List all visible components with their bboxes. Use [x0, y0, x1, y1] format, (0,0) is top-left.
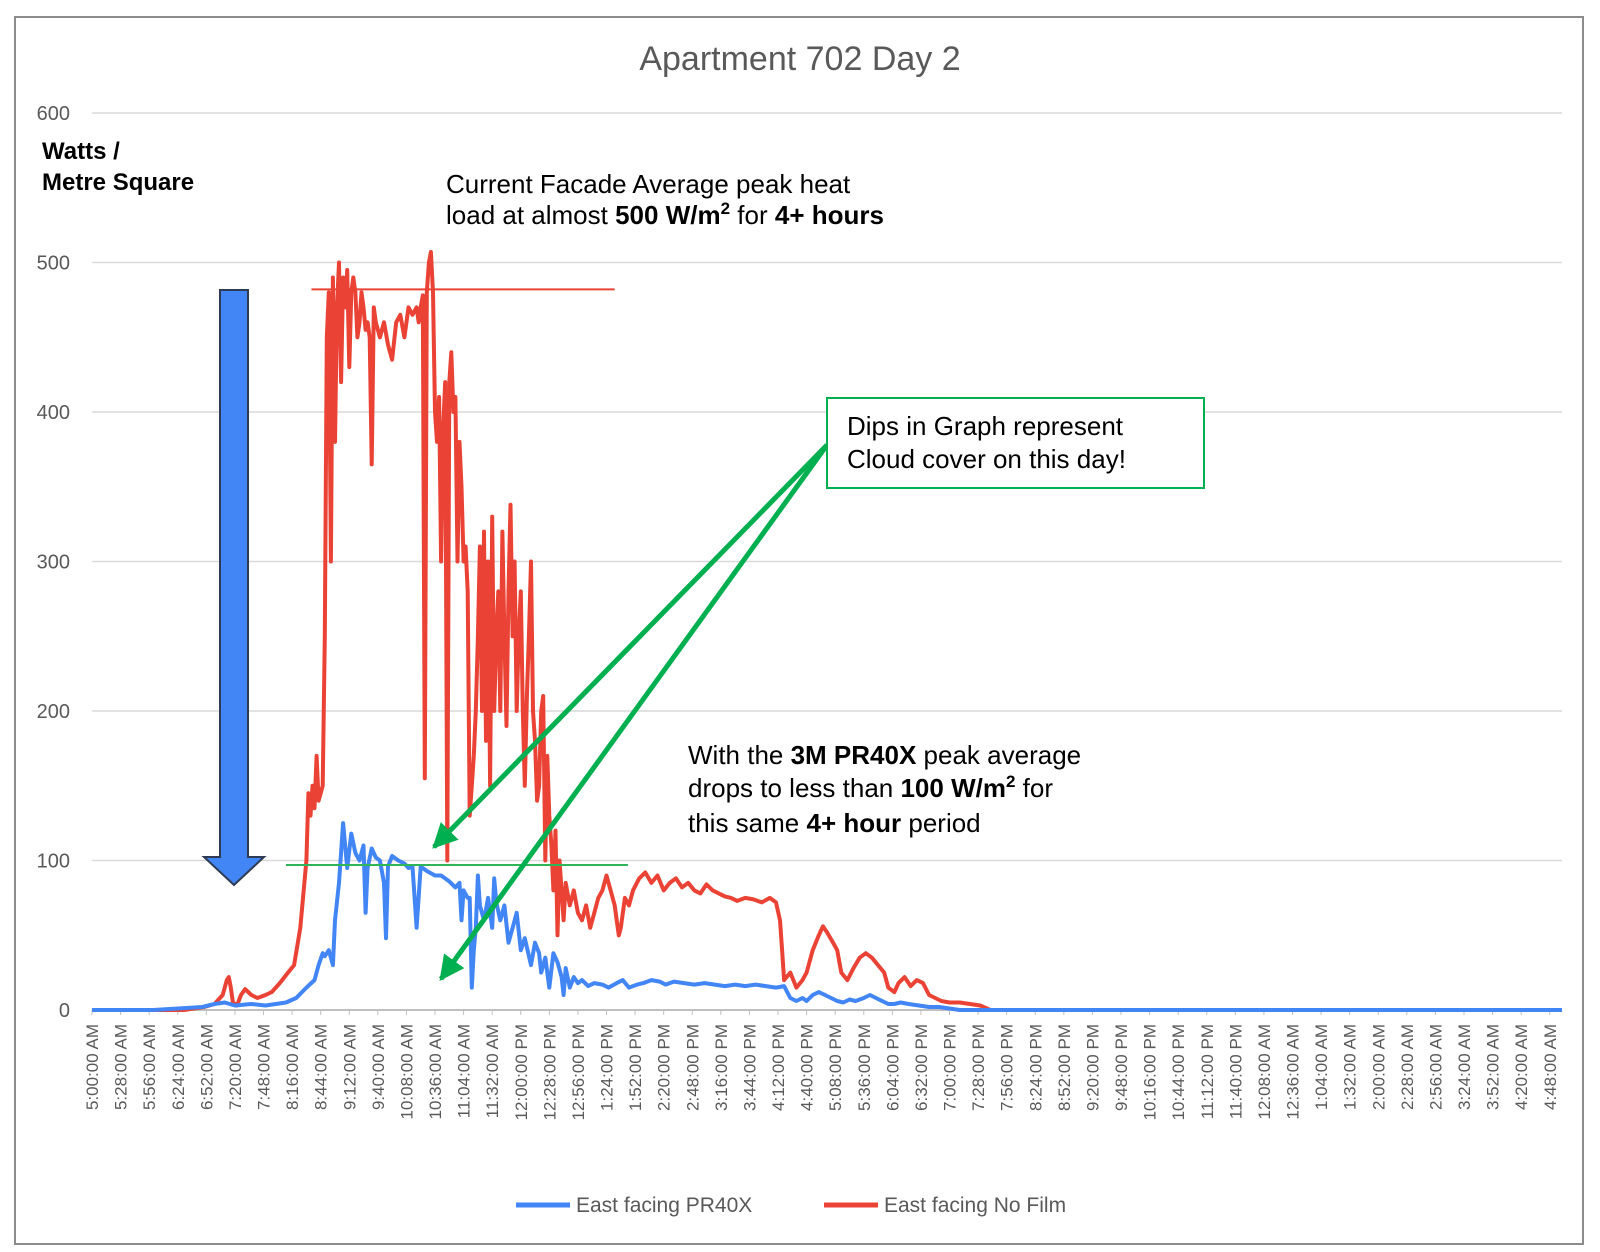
reference-lines	[285, 288, 628, 866]
y-axis-label-line-2: Metre Square	[42, 169, 194, 196]
x-tick-label: 5:28:00 AM	[112, 1024, 131, 1110]
x-tick-label: 5:56:00 AM	[140, 1024, 159, 1110]
cloud-pointer-arrow-2	[438, 443, 830, 982]
x-tick-label: 10:36:00 AM	[426, 1024, 445, 1119]
film-note-line-2: drops to less than 100 W/m2 for	[688, 772, 1053, 803]
x-tick-label: 4:20:00 AM	[1512, 1024, 1531, 1110]
x-tick-label: 9:48:00 PM	[1112, 1024, 1131, 1111]
chart-border	[14, 16, 1584, 1245]
film-note-1a: With the	[688, 740, 791, 770]
x-axis-ticks: 5:00:00 AM 5:28:00 AM 5:56:00 AM 6:24:00 AM…	[83, 1010, 1560, 1120]
x-tick-label: 2:00:00 AM	[1369, 1024, 1388, 1110]
x-tick-label: 10:08:00 AM	[397, 1024, 416, 1119]
x-tick-label: 1:52:00 PM	[626, 1024, 645, 1111]
x-tick-label: 7:56:00 PM	[998, 1024, 1017, 1111]
y-tick-label: 100	[37, 851, 70, 873]
x-tick-label: 8:24:00 PM	[1026, 1024, 1045, 1111]
cloud-note-line-2: Cloud cover on this day!	[847, 444, 1126, 474]
x-tick-label: 2:48:00 PM	[683, 1024, 702, 1111]
film-note-3c: period	[901, 808, 981, 838]
x-tick-label: 11:12:00 PM	[1198, 1024, 1217, 1119]
facade-note-2c: for	[730, 200, 775, 230]
facade-note-line-2: load at almost 500 W/m2 for 4+ hours	[446, 199, 884, 230]
y-tick-label: 0	[59, 1000, 70, 1022]
x-tick-label: 2:20:00 PM	[655, 1024, 674, 1111]
x-tick-label: 2:56:00 AM	[1426, 1024, 1445, 1110]
down-arrow-icon	[201, 289, 267, 887]
film-note-2sup: 2	[1006, 772, 1015, 791]
cloud-note-box	[826, 397, 1205, 489]
x-tick-label: 9:12:00 AM	[340, 1024, 359, 1110]
y-tick-label: 500	[37, 253, 70, 275]
x-tick-label: 9:40:00 AM	[369, 1024, 388, 1110]
x-tick-label: 12:36:00 AM	[1284, 1024, 1303, 1119]
film-note-line-3: this same 4+ hour period	[688, 808, 981, 838]
film-note-1b: 3M PR40X	[791, 740, 917, 770]
film-note-2a: drops to less than	[688, 773, 900, 803]
x-tick-label: 12:28:00 PM	[540, 1024, 559, 1120]
series-line-pr40x	[92, 821, 1562, 1012]
y-axis-ticks: 0 100 200 300 400 500 600	[37, 103, 70, 1022]
x-tick-label: 8:16:00 AM	[283, 1024, 302, 1110]
x-tick-label: 7:20:00 AM	[226, 1024, 245, 1110]
cloud-note-line-1: Dips in Graph represent	[847, 411, 1124, 441]
x-tick-label: 4:40:00 PM	[798, 1024, 817, 1111]
x-tick-label: 9:20:00 PM	[1083, 1024, 1102, 1111]
x-tick-label: 6:32:00 PM	[912, 1024, 931, 1111]
facade-note-2a: load at almost	[446, 200, 615, 230]
x-tick-label: 11:32:00 AM	[483, 1024, 502, 1118]
film-note-1c: peak average	[916, 740, 1081, 770]
x-tick-label: 7:48:00 AM	[255, 1024, 274, 1110]
x-tick-label: 5:00:00 AM	[83, 1024, 102, 1110]
facade-note-2sup: 2	[721, 199, 730, 218]
x-tick-label: 12:00:00 PM	[512, 1024, 531, 1120]
x-tick-label: 3:52:00 AM	[1484, 1024, 1503, 1110]
x-tick-label: 11:04:00 AM	[455, 1024, 474, 1118]
x-tick-label: 6:24:00 AM	[169, 1024, 188, 1110]
series-layer	[92, 250, 1562, 1012]
y-tick-label: 400	[37, 402, 70, 424]
x-tick-label: 1:24:00 PM	[598, 1024, 617, 1111]
facade-note-2d: 4+ hours	[775, 200, 884, 230]
film-note-line-1: With the 3M PR40X peak average	[688, 740, 1081, 770]
x-tick-label: 6:04:00 PM	[883, 1024, 902, 1111]
film-note-3b: 4+ hour	[807, 808, 902, 838]
y-tick-label: 600	[37, 103, 70, 125]
series-line-no-film	[92, 250, 1562, 1012]
chart-title: Apartment 702 Day 2	[639, 40, 960, 78]
x-tick-label: 10:44:00 PM	[1169, 1024, 1188, 1120]
x-tick-label: 3:44:00 PM	[740, 1024, 759, 1111]
film-note-2c: for	[1015, 773, 1053, 803]
facade-note-2b: 500 W/m	[615, 200, 721, 230]
x-tick-label: 10:16:00 PM	[1141, 1024, 1160, 1120]
x-tick-label: 7:28:00 PM	[969, 1024, 988, 1111]
x-tick-label: 5:36:00 PM	[855, 1024, 874, 1111]
x-tick-label: 2:28:00 AM	[1398, 1024, 1417, 1110]
x-tick-label: 1:04:00 AM	[1312, 1024, 1331, 1110]
x-tick-label: 7:00:00 PM	[941, 1024, 960, 1111]
y-tick-label: 300	[37, 552, 70, 574]
x-tick-label: 1:32:00 AM	[1341, 1024, 1360, 1110]
x-tick-label: 3:16:00 PM	[712, 1024, 731, 1111]
x-tick-label: 12:56:00 PM	[569, 1024, 588, 1120]
film-note-2b: 100 W/m	[900, 773, 1006, 803]
x-tick-label: 4:48:00 AM	[1541, 1024, 1560, 1110]
x-tick-label: 12:08:00 AM	[1255, 1024, 1274, 1119]
x-tick-label: 6:52:00 AM	[197, 1024, 216, 1110]
facade-note-line-1: Current Facade Average peak heat	[446, 169, 851, 199]
x-tick-label: 3:24:00 AM	[1455, 1024, 1474, 1110]
cloud-pointer-arrow-1	[432, 443, 829, 849]
x-tick-label: 8:52:00 PM	[1055, 1024, 1074, 1111]
legend-label-no-film: East facing No Film	[884, 1194, 1066, 1217]
y-tick-label: 200	[37, 701, 70, 723]
x-tick-label: 4:12:00 PM	[769, 1024, 788, 1111]
y-axis-label-line-1: Watts /	[42, 138, 120, 165]
x-tick-label: 8:44:00 AM	[312, 1024, 331, 1110]
legend-label-pr40x: East facing PR40X	[576, 1194, 752, 1217]
legend: East facing PR40X East facing No Film	[516, 1194, 1066, 1217]
film-note-3a: this same	[688, 808, 807, 838]
x-tick-label: 11:40:00 PM	[1226, 1024, 1245, 1119]
x-tick-label: 5:08:00 PM	[826, 1024, 845, 1111]
